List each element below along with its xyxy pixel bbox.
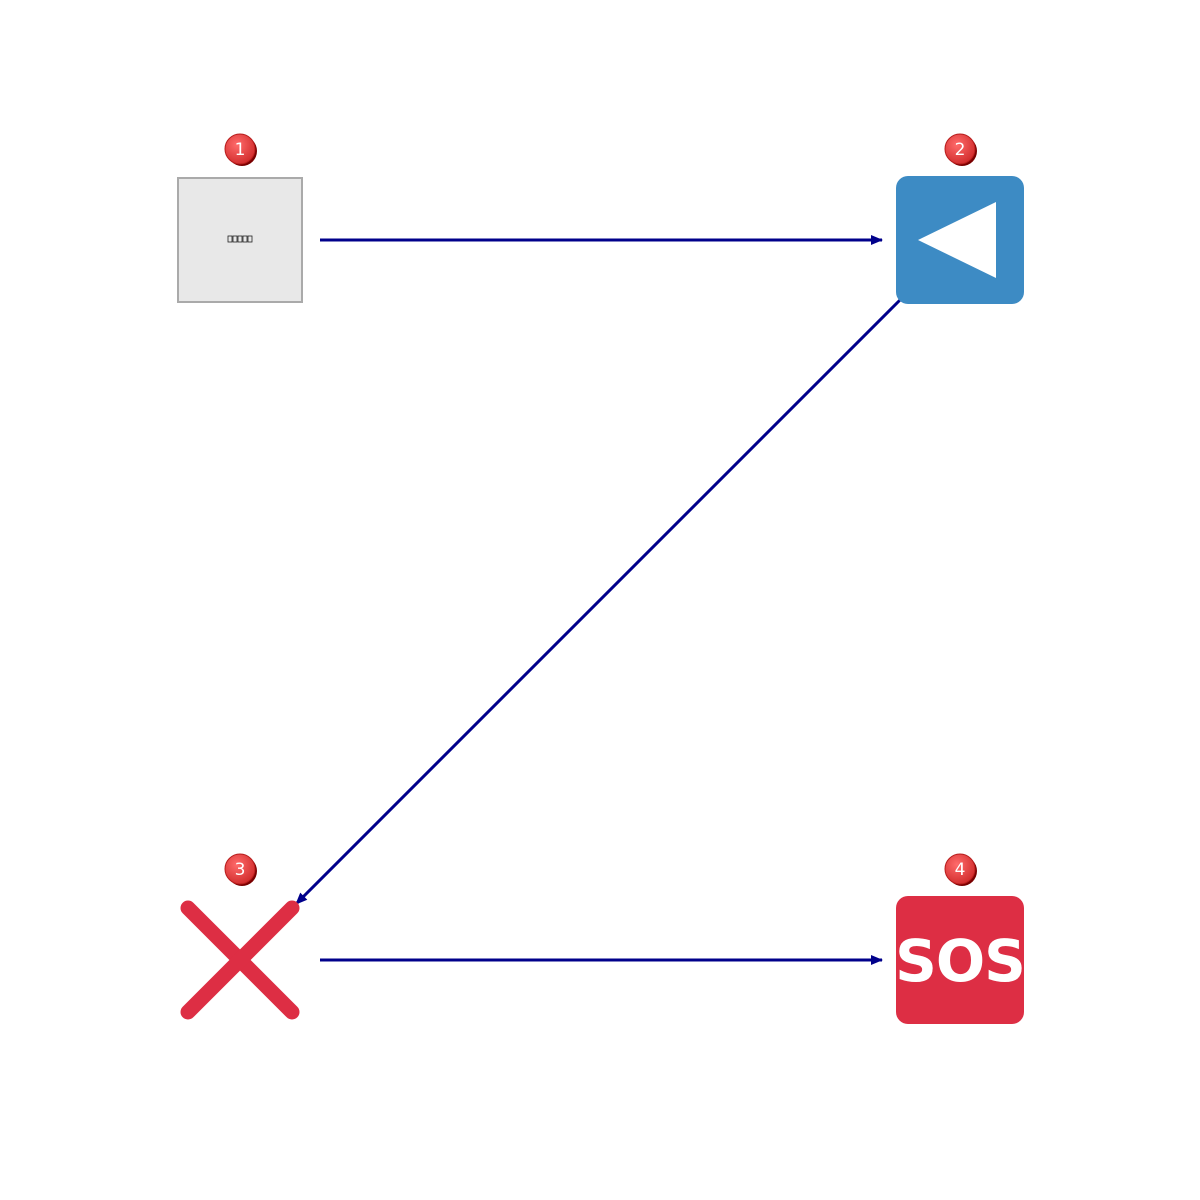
node-1 (177, 177, 303, 303)
badge-1-label: 1 (235, 140, 246, 160)
close-x-icon (180, 900, 300, 1020)
placeholder-glyphs (227, 235, 253, 243)
node-3 (180, 900, 300, 1020)
node-4: SOS (895, 896, 1026, 1024)
badge-3: 3 (224, 853, 257, 886)
badge-4-label: 4 (955, 860, 966, 880)
edges (294, 235, 902, 965)
placeholder-box-icon (177, 177, 303, 303)
badge-2: 2 (944, 133, 977, 166)
badges: 1 2 3 4 (224, 133, 977, 886)
badge-1: 1 (224, 133, 257, 166)
node-2 (896, 176, 1024, 304)
edge-2-to-3 (294, 298, 902, 906)
sos-icon: SOS (895, 896, 1026, 1024)
badge-4: 4 (944, 853, 977, 886)
play-reverse-icon (896, 176, 1024, 304)
badge-3-label: 3 (235, 860, 246, 880)
badge-2-label: 2 (955, 140, 966, 160)
sos-label: SOS (895, 927, 1025, 995)
